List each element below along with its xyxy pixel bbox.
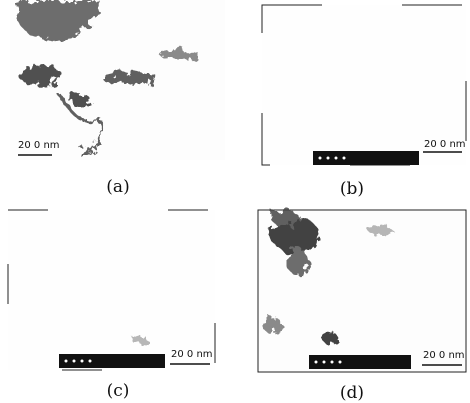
panel-label: (a) (106, 177, 129, 197)
scale-label: 20 0 nm (423, 350, 465, 361)
panel-a: 20 0 nm (a) (10, 0, 225, 197)
panel-label: (b) (340, 179, 364, 199)
panel-label: (d) (340, 383, 364, 403)
scale-label: 20 0 nm (171, 349, 213, 360)
scale-label: 20 0 nm (18, 140, 60, 151)
panel-b: 20 0 nm (b) (262, 5, 466, 199)
panel-c: 20 0 nm (c) (8, 210, 215, 401)
panel-label: (c) (107, 381, 130, 401)
figure: 20 0 nm (a) 20 0 nm (b) 20 0 nm (c) (0, 0, 470, 403)
scale-label: 20 0 nm (424, 139, 466, 150)
micrograph (8, 210, 215, 370)
panel-d: 20 0 nm (d) (258, 210, 466, 403)
